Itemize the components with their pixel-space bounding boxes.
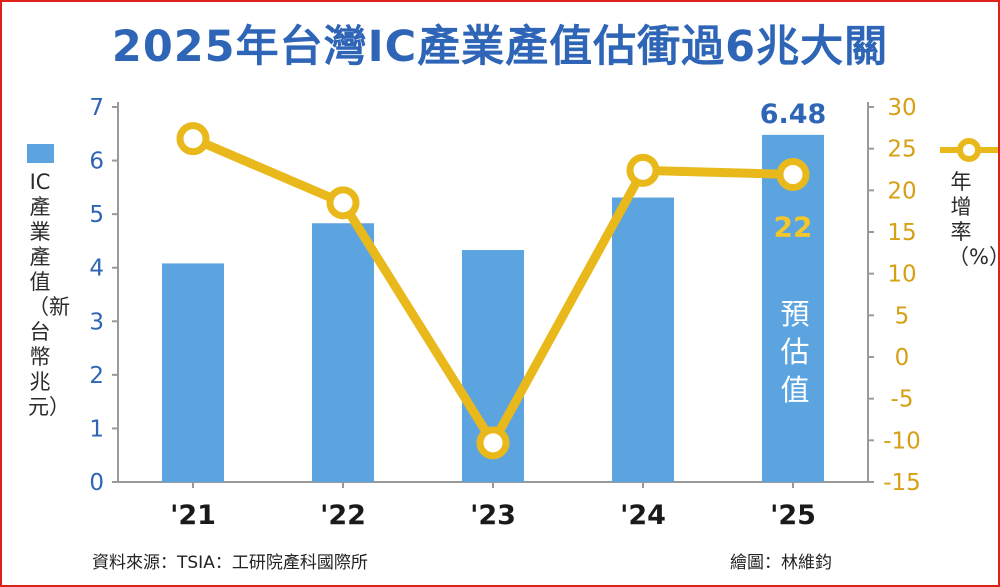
right-tick-label: -5 <box>891 387 914 413</box>
growth-rate-point <box>776 158 810 191</box>
right-tick-label: 15 <box>887 220 916 246</box>
legend-line-swatch <box>940 138 998 162</box>
growth-rate-point <box>176 122 210 156</box>
right-tick-label: 25 <box>887 137 916 163</box>
x-tick-label: '25 <box>770 500 816 531</box>
credit-note: 繪圖：林維鈞 <box>730 553 832 573</box>
bar <box>612 197 674 483</box>
x-tick-label: '23 <box>470 500 516 531</box>
left-tick-label: 2 <box>89 363 104 389</box>
forecast-label: 預估值 <box>780 297 810 407</box>
source-note: 資料來源：TSIA：工研院產科國際所 <box>92 553 368 573</box>
right-tick-label: -15 <box>883 470 921 496</box>
left-tick-label: 1 <box>89 416 104 442</box>
growth-rate-point <box>326 186 360 220</box>
x-tick-label: '22 <box>320 500 366 531</box>
left-tick-label: 0 <box>89 470 104 496</box>
right-tick-label: 0 <box>895 345 910 371</box>
growth-rate-point <box>626 153 660 187</box>
chart-title: 2025年台灣IC產業產值估衝過6兆大關 <box>111 22 889 72</box>
bar <box>762 134 824 482</box>
bar <box>162 263 224 482</box>
right-tick-label: 5 <box>895 303 910 329</box>
bar-data-label: 6.48 <box>760 99 827 130</box>
left-tick-label: 4 <box>89 256 104 282</box>
right-tick-label: 10 <box>887 262 916 288</box>
growth-rate-data-label: 22 <box>774 211 813 244</box>
left-tick-label: 5 <box>89 202 104 228</box>
right-tick-label: 30 <box>887 95 916 121</box>
left-tick-label: 3 <box>89 309 104 335</box>
x-tick-label: '24 <box>620 500 666 531</box>
bar <box>312 223 374 482</box>
x-tick-label: '21 <box>170 500 216 531</box>
right-tick-label: -10 <box>883 428 921 454</box>
legend-bar-swatch <box>27 144 54 163</box>
left-axis-label: IC產業產值（新台幣兆元） <box>28 170 70 419</box>
left-tick-label: 6 <box>89 149 104 175</box>
growth-rate-point <box>476 426 510 460</box>
left-tick-label: 7 <box>89 95 104 121</box>
right-tick-label: 20 <box>887 178 916 204</box>
